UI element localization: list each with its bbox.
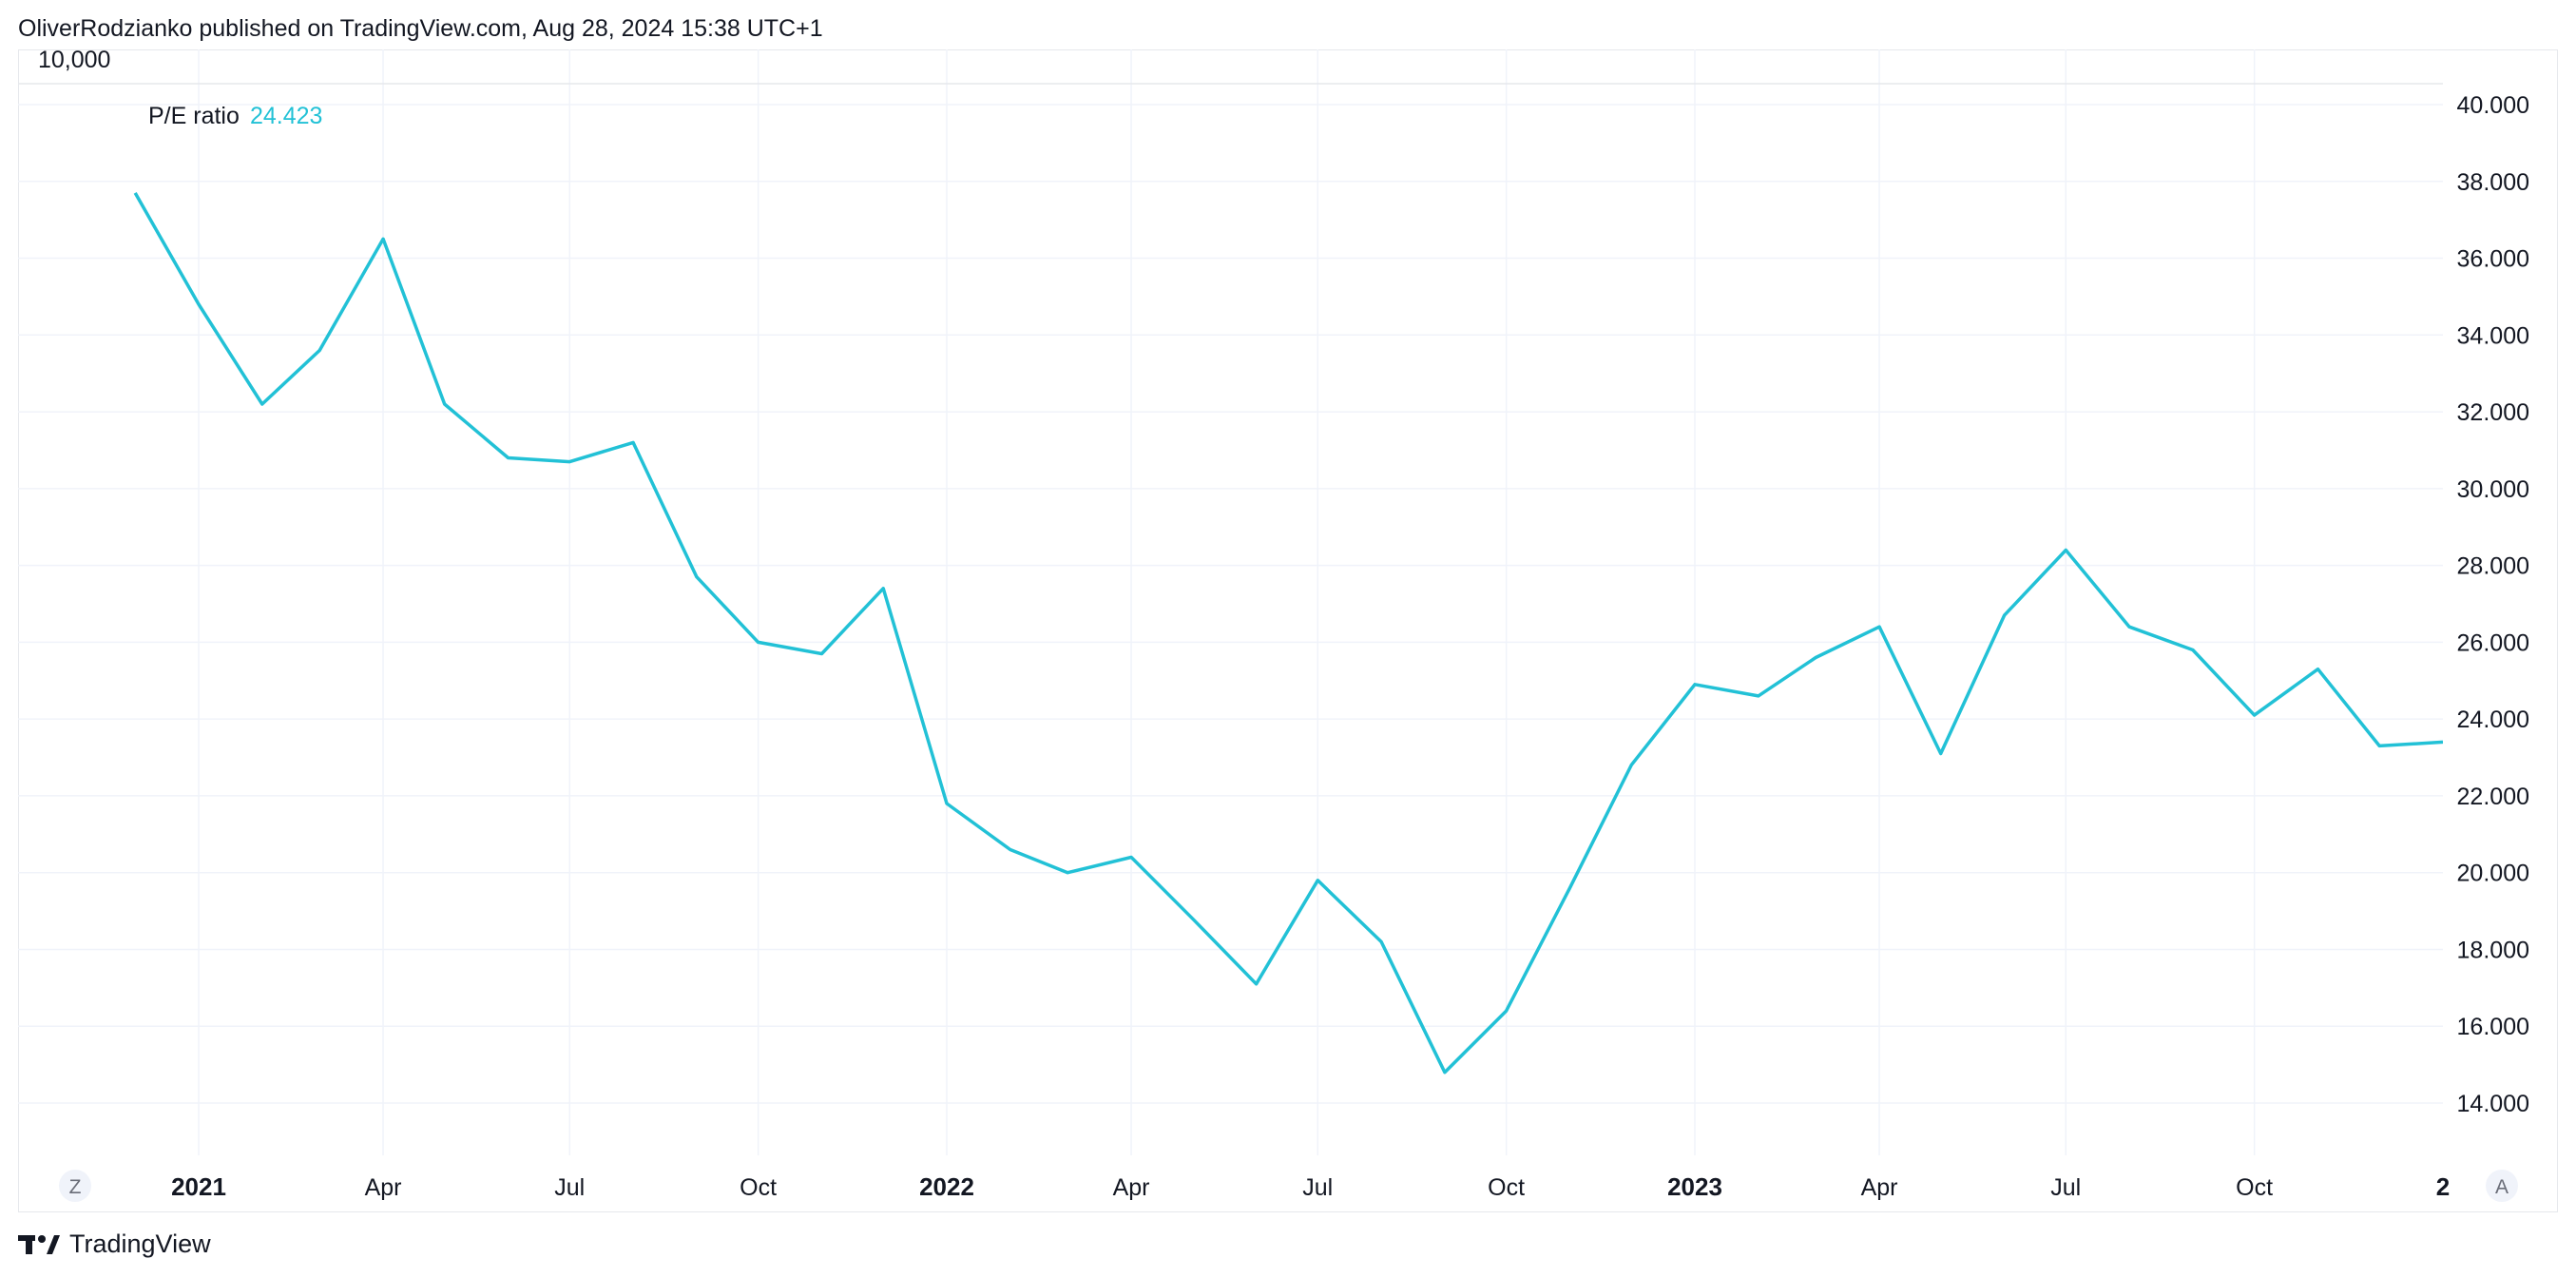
legend: P/E ratio 24.423 bbox=[148, 103, 322, 129]
x-tick-label: 2 bbox=[2436, 1172, 2450, 1201]
scale-button-left-label: Z bbox=[69, 1176, 82, 1198]
scale-button-left[interactable]: Z bbox=[59, 1170, 91, 1202]
x-tick-label: Jul bbox=[2050, 1174, 2081, 1201]
y-tick-label: 36.000 bbox=[2457, 246, 2529, 273]
chart-frame bbox=[18, 49, 2558, 1212]
x-tick-label: Oct bbox=[2236, 1174, 2273, 1201]
y-tick-label: 30.000 bbox=[2457, 476, 2529, 503]
y-tick-label: 28.000 bbox=[2457, 553, 2529, 580]
y-tick-label: 16.000 bbox=[2457, 1014, 2529, 1040]
published-by-text: OliverRodzianko published on TradingView… bbox=[18, 15, 823, 42]
x-tick-label: 2023 bbox=[1667, 1172, 1722, 1201]
y-tick-label: 18.000 bbox=[2457, 937, 2529, 963]
x-tick-label: 2021 bbox=[171, 1172, 226, 1201]
x-axis: 2021 Apr Jul Oct 2022 Apr Jul Oct 2023 Apr Jul Oct 2 bbox=[171, 1172, 2450, 1201]
series-line-pe-ratio[interactable] bbox=[133, 192, 2443, 1075]
y-axis: 14.000 16.000 18.000 20.000 22.000 24.000 26.0… bbox=[2457, 92, 2529, 1117]
y-tick-label: 38.000 bbox=[2457, 169, 2529, 196]
x-tick-label: Oct bbox=[1488, 1174, 1525, 1201]
series-layer bbox=[133, 192, 2443, 1075]
legend-series-name: P/E ratio bbox=[148, 103, 240, 129]
x-tick-label: Jul bbox=[1302, 1174, 1333, 1201]
x-tick-label: Apr bbox=[1861, 1174, 1898, 1201]
x-tick-label: Jul bbox=[554, 1174, 585, 1201]
x-tick-label: Oct bbox=[740, 1174, 777, 1201]
y-tick-label: 20.000 bbox=[2457, 861, 2529, 887]
tradingview-logo-icon bbox=[18, 1234, 60, 1254]
scale-button-right-label: A bbox=[2495, 1176, 2509, 1198]
x-tick-label: Apr bbox=[1113, 1174, 1150, 1201]
y-tick-label: 26.000 bbox=[2457, 629, 2529, 656]
x-tick-label: Apr bbox=[365, 1174, 402, 1201]
y-tick-label: 32.000 bbox=[2457, 399, 2529, 426]
top-left-scale-label: 10,000 bbox=[38, 47, 110, 73]
y-tick-label: 24.000 bbox=[2457, 707, 2529, 733]
y-tick-label: 14.000 bbox=[2457, 1091, 2529, 1117]
x-tick-label: 2022 bbox=[919, 1172, 974, 1201]
y-tick-label: 34.000 bbox=[2457, 322, 2529, 349]
y-tick-label: 22.000 bbox=[2457, 784, 2529, 810]
tradingview-brand[interactable]: TradingView bbox=[18, 1230, 211, 1259]
scale-button-right[interactable]: A bbox=[2486, 1170, 2518, 1202]
legend-series-value: 24.423 bbox=[250, 103, 322, 129]
grid-layer bbox=[18, 49, 2443, 1155]
y-tick-label: 40.000 bbox=[2457, 92, 2529, 119]
pe-ratio-chart[interactable]: 14.000 16.000 18.000 20.000 22.000 24.000 26.0… bbox=[0, 0, 2576, 1217]
tradingview-brand-name: TradingView bbox=[69, 1230, 211, 1258]
